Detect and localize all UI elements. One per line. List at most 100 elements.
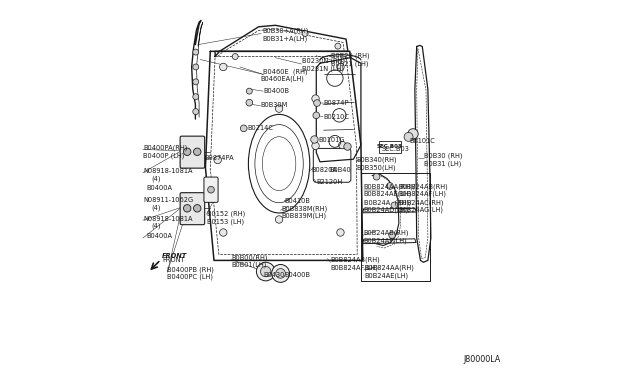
Text: (4): (4) — [152, 204, 161, 211]
Text: B0B350(LH): B0B350(LH) — [356, 164, 396, 171]
Text: B0152 (RH): B0152 (RH) — [207, 210, 245, 217]
Text: B0153 (LH): B0153 (LH) — [207, 218, 244, 225]
Text: B0210C: B0210C — [323, 114, 349, 120]
Circle shape — [337, 229, 344, 236]
Text: B0101C: B0101C — [410, 138, 435, 144]
Circle shape — [184, 205, 191, 212]
Circle shape — [312, 142, 319, 150]
Text: B0B824AF(LH): B0B824AF(LH) — [330, 264, 378, 271]
Text: B0820A: B0820A — [311, 167, 337, 173]
Text: N08918-1081A: N08918-1081A — [143, 168, 193, 174]
FancyBboxPatch shape — [204, 177, 218, 202]
Circle shape — [339, 141, 346, 149]
Text: (4): (4) — [152, 223, 161, 230]
Circle shape — [373, 173, 380, 180]
Text: B0B24AD(LH)/: B0B24AD(LH)/ — [364, 206, 411, 213]
Circle shape — [193, 109, 199, 115]
Text: B0B01(LH): B0B01(LH) — [232, 262, 267, 269]
Text: B0B824AB(RH): B0B824AB(RH) — [330, 256, 380, 263]
Circle shape — [276, 269, 285, 278]
Text: N08918-1081A: N08918-1081A — [143, 216, 193, 222]
Circle shape — [220, 63, 227, 71]
Text: B0B824AB(RH): B0B824AB(RH) — [398, 183, 448, 190]
Text: SEC.B03: SEC.B03 — [377, 144, 403, 149]
Circle shape — [389, 232, 396, 238]
Text: N08911-1062G: N08911-1062G — [143, 197, 193, 203]
Text: B0460EA(LH): B0460EA(LH) — [260, 76, 305, 83]
FancyBboxPatch shape — [180, 136, 205, 168]
Text: B0B20 (RH): B0B20 (RH) — [331, 52, 370, 59]
Text: B0B00(RH): B0B00(RH) — [232, 254, 268, 261]
Text: B0B824AA(RH)/: B0B824AA(RH)/ — [364, 183, 415, 190]
Text: B0231N (LH): B0231N (LH) — [302, 65, 344, 72]
Circle shape — [337, 63, 344, 71]
Text: B0B31+A(LH): B0B31+A(LH) — [262, 35, 308, 42]
Text: B0B24AE(LH): B0B24AE(LH) — [364, 272, 408, 279]
Text: (4): (4) — [152, 175, 161, 182]
Text: FRONT: FRONT — [162, 257, 184, 263]
Circle shape — [260, 266, 271, 277]
Circle shape — [246, 88, 252, 94]
Text: B0B24AC(RH): B0B24AC(RH) — [398, 199, 444, 206]
Text: B0400A: B0400A — [146, 185, 172, 191]
Text: SEC.B03: SEC.B03 — [381, 146, 409, 152]
Text: B0400PB (RH): B0400PB (RH) — [168, 266, 214, 273]
Circle shape — [387, 183, 394, 189]
FancyBboxPatch shape — [379, 141, 401, 153]
Circle shape — [214, 156, 221, 164]
Circle shape — [408, 129, 418, 139]
Text: B0B24AF(LH): B0B24AF(LH) — [364, 237, 407, 244]
Text: B0400PC (LH): B0400PC (LH) — [168, 274, 214, 280]
Text: B0B24AG(LH): B0B24AG(LH) — [398, 206, 443, 213]
Text: B2120H: B2120H — [316, 179, 342, 185]
Text: B0B824AF(LH): B0B824AF(LH) — [398, 191, 446, 198]
Text: B0B838M(RH): B0B838M(RH) — [281, 205, 327, 212]
Circle shape — [241, 125, 247, 132]
Circle shape — [193, 64, 199, 70]
Text: B0460E  (RH): B0460E (RH) — [264, 68, 308, 75]
Circle shape — [314, 100, 321, 106]
Text: B0B30+A(RH): B0B30+A(RH) — [262, 27, 308, 34]
Circle shape — [246, 99, 253, 106]
Text: B0B839M(LH): B0B839M(LH) — [281, 213, 326, 219]
Circle shape — [302, 31, 308, 36]
Text: B0874PA: B0874PA — [205, 155, 234, 161]
Circle shape — [193, 94, 199, 100]
Text: B0410B: B0410B — [284, 198, 310, 204]
Circle shape — [335, 43, 341, 49]
Text: B0B30M: B0B30M — [260, 102, 288, 108]
Circle shape — [193, 79, 199, 85]
Text: B0400PA(RH): B0400PA(RH) — [143, 145, 188, 151]
Text: B0874P: B0874P — [323, 100, 348, 106]
Circle shape — [193, 205, 201, 212]
Text: B0B30 (RH): B0B30 (RH) — [424, 153, 463, 160]
Text: B0400B: B0400B — [264, 88, 289, 94]
Text: J80000LA: J80000LA — [463, 355, 500, 364]
Circle shape — [391, 202, 397, 209]
Text: B0230N (RH): B0230N (RH) — [302, 58, 345, 64]
Circle shape — [344, 143, 351, 150]
Circle shape — [312, 95, 319, 102]
Circle shape — [193, 148, 201, 155]
Circle shape — [404, 132, 413, 141]
Circle shape — [275, 105, 283, 112]
Text: B0101G: B0101G — [319, 137, 345, 143]
Text: FRONT: FRONT — [162, 253, 187, 259]
Text: B0400P (LH): B0400P (LH) — [143, 153, 185, 159]
Text: B0B824AE(LH): B0B824AE(LH) — [364, 191, 412, 198]
Circle shape — [232, 54, 238, 60]
Text: B0B824AA(RH): B0B824AA(RH) — [364, 264, 414, 271]
Text: B0B340(RH): B0B340(RH) — [356, 157, 397, 163]
Text: B0B21 (LH): B0B21 (LH) — [331, 61, 369, 67]
Text: B0B40: B0B40 — [329, 167, 351, 173]
Bar — [361, 173, 429, 281]
Circle shape — [207, 186, 214, 193]
Text: B0400B: B0400B — [284, 272, 310, 278]
Text: B0400A: B0400A — [146, 233, 172, 239]
Circle shape — [257, 262, 275, 281]
Circle shape — [220, 229, 227, 236]
Text: B0214C: B0214C — [248, 125, 273, 131]
Circle shape — [275, 216, 283, 223]
Circle shape — [184, 148, 191, 155]
Text: B0B24A  (RH)/: B0B24A (RH)/ — [364, 199, 411, 206]
